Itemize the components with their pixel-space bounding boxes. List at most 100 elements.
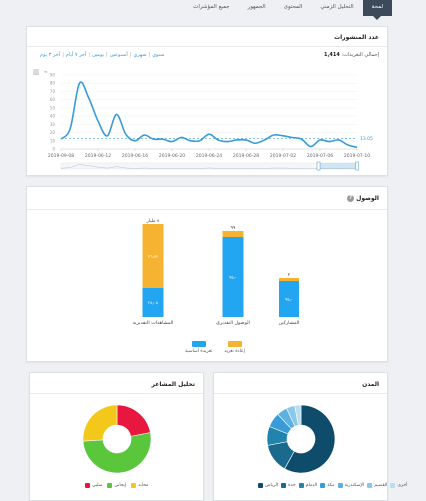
y-tick-label: 90 — [50, 73, 56, 78]
donut-slice — [82, 404, 118, 442]
legend-item[interactable]: سلبي — [85, 483, 102, 488]
sentiment-panel-title: تحليل المشاعر — [151, 381, 195, 388]
tab-audience[interactable]: الجمهور — [247, 4, 266, 10]
reach-title-text: الوصول — [356, 195, 379, 202]
y-tick-label: 10 — [50, 138, 56, 143]
chart-tools: ▥ ⌁ — [33, 68, 52, 76]
y-tick-label: 0 — [52, 147, 55, 152]
legend-label: الرياض — [265, 483, 279, 488]
range-two-days[interactable]: يومين — [92, 52, 105, 58]
bar-original — [142, 288, 164, 317]
x-tick-label: 2019-06-12 — [85, 153, 111, 159]
tab-time-analysis[interactable]: التحليل الزمني — [320, 4, 354, 10]
tab-content[interactable]: المحتوى — [283, 4, 303, 10]
bar-original — [279, 281, 299, 317]
legend-item[interactable]: جدة — [281, 483, 296, 488]
cities-legend: الرياض جدة الدمام مكة الإسكندرية القصيم أخرى — [258, 483, 407, 488]
y-tick-label: 80 — [50, 81, 56, 86]
donut-slice — [116, 404, 151, 437]
legend-item[interactable]: الدمام — [298, 483, 318, 488]
cities-panel: المدن الرياض جدة الدمام مكة الإسكندرية القصيم… — [213, 372, 407, 501]
legend-swatch — [281, 483, 287, 488]
range-yearly[interactable]: سنوي — [152, 52, 165, 58]
x-tick-label: 2019-07-06 — [307, 153, 333, 159]
tab-bar: لمحة التحليل الزمني المحتوى الجمهور جميع… — [184, 0, 392, 20]
y-tick-label: 60 — [50, 97, 56, 102]
legend-swatch — [390, 483, 396, 488]
bar-retweet — [222, 231, 244, 237]
help-icon[interactable]: ? — [347, 195, 355, 202]
sentiment-panel: تحليل المشاعر سلبي إيجابي محايد — [29, 372, 204, 501]
donut-slice — [284, 404, 336, 474]
total-tweets-label: إجمالي التغريدات: — [341, 52, 379, 58]
x-tick-label: 2019-06-28 — [233, 153, 259, 159]
divider — [30, 393, 203, 394]
donut-slice — [82, 432, 152, 474]
legend-item[interactable]: الرياض — [258, 483, 278, 488]
bar-total-label: ٩٩ — [231, 226, 236, 231]
legend-item[interactable]: أخرى — [390, 483, 407, 488]
divider — [27, 46, 387, 47]
bar-original-label: ٧٥٫٠ — [229, 275, 237, 280]
bar-total-label: ٨ مليار — [146, 219, 160, 224]
category-label: المشاهدات التقديرية — [133, 320, 174, 326]
posts-panel: عدد المنشورات سنوي|شهري|أسبوعين|يومين|آخ… — [26, 26, 388, 176]
legend-item-retweet[interactable]: إعادة تغريد — [224, 341, 245, 354]
legend-item-original[interactable]: تغريدة أساسية — [185, 341, 212, 354]
bar-original-label: ٧٥٫٠ — [285, 297, 293, 302]
legend-label: جدة — [288, 483, 296, 488]
line-chart-icon[interactable]: ⌁ — [43, 68, 48, 76]
legend-label: مكة — [327, 483, 335, 488]
sentiment-donut — [82, 404, 152, 474]
legend-swatch — [367, 483, 373, 488]
posts-panel-title: عدد المنشورات — [334, 34, 379, 41]
x-tick-label: 2019-07-10 — [344, 153, 370, 159]
posts-line-chart: 0 10 20 30 40 50 60 70 80 90 13.05 2019-09-08 2019-0… — [48, 73, 373, 171]
x-tick-label: 2019-09-08 — [48, 153, 74, 159]
category-label: المشاركين — [278, 320, 299, 326]
tab-overview[interactable]: لمحة — [362, 0, 392, 20]
legend-label: إيجابي — [114, 483, 127, 488]
legend-swatch — [320, 483, 326, 488]
legend-item[interactable]: القصيم — [367, 483, 387, 488]
divider — [214, 393, 387, 394]
legend-label: محايد — [138, 483, 149, 488]
navigator-series — [60, 164, 358, 170]
y-tick-label: 70 — [50, 89, 56, 94]
bar-retweet — [142, 224, 164, 288]
average-label: 13.05 — [360, 136, 373, 142]
range-two-weeks[interactable]: أسبوعين — [109, 52, 128, 58]
legend-item[interactable]: محايد — [131, 483, 148, 488]
range-monthly[interactable]: شهري — [133, 52, 147, 58]
range-last-7-days[interactable]: آخر ٧ أيام — [65, 52, 87, 58]
legend-swatch — [298, 483, 304, 488]
reach-legend: تغريدة أساسية إعادة تغريد — [185, 341, 245, 354]
y-tick-label: 40 — [50, 114, 56, 119]
donut-slice — [294, 404, 302, 426]
navigator-handle-right — [355, 161, 359, 171]
cities-donut — [266, 404, 336, 474]
bar-original — [222, 237, 244, 317]
x-tick-label: 2019-06-24 — [196, 153, 222, 159]
cities-panel-title: المدن — [362, 381, 379, 388]
bar-original-label: ٢٥٫٠٥ — [148, 300, 158, 305]
legend-item[interactable]: مكة — [320, 483, 335, 488]
navigator-handle-left — [316, 161, 321, 171]
sentiment-legend: سلبي إيجابي محايد — [85, 483, 148, 488]
legend-label: القصيم — [374, 483, 388, 488]
bar-retweet — [279, 278, 299, 281]
category-label: الوصول التقديري — [216, 320, 250, 326]
range-last-3-days[interactable]: آخر ٣ يوم — [40, 52, 61, 58]
legend-label: الدمام — [305, 483, 318, 488]
divider — [27, 209, 387, 210]
legend-swatch — [337, 483, 343, 488]
range-selector: سنوي|شهري|أسبوعين|يومين|آخر ٧ أيام|آخر ٣… — [40, 52, 165, 58]
bar-chart-icon[interactable]: ▥ — [33, 68, 40, 76]
bar-retweet-label: ٥٦٫٥٨ — [148, 254, 159, 259]
reach-bar-chart: ٨ مليار ٥٦٫٥٨ ٢٥٫٠٥ المشاهدات التقديرية ٩٩ ٧٥… — [133, 219, 300, 326]
total-tweets-value: 1,414 — [324, 52, 340, 58]
legend-item[interactable]: الإسكندرية — [337, 483, 364, 488]
legend-item[interactable]: إيجابي — [107, 483, 126, 488]
y-tick-label: 30 — [50, 122, 56, 127]
tab-all-metrics[interactable]: جميع المؤشرات — [193, 4, 230, 10]
